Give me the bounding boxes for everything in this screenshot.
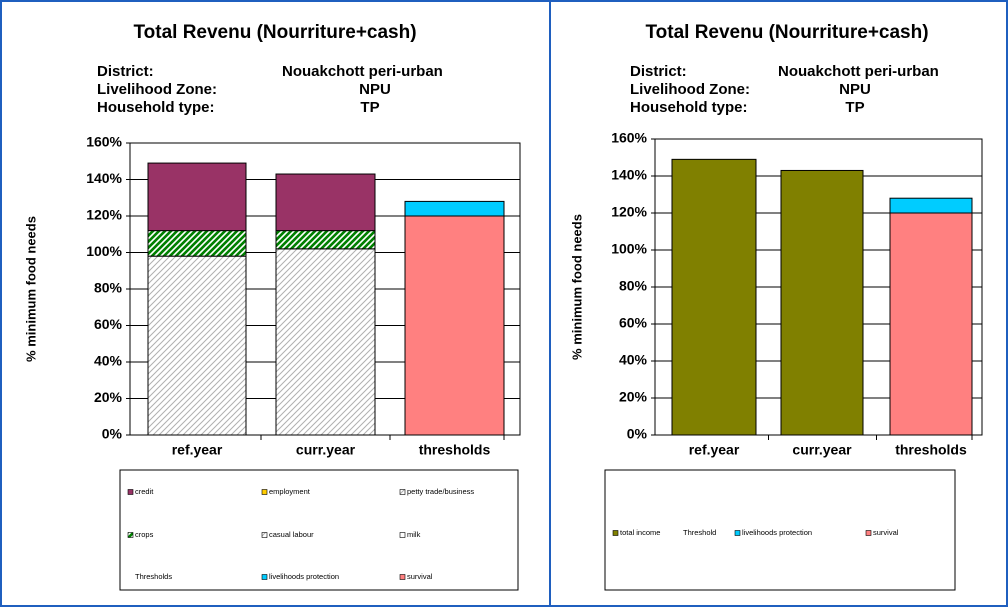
y-tick-label: 20% [94, 389, 123, 405]
y-tick-label: 140% [611, 167, 647, 183]
y-tick-label: 40% [619, 352, 648, 368]
legend-label: total income [620, 528, 660, 537]
y-tick-label: 80% [619, 278, 648, 294]
legend-swatch [734, 530, 741, 536]
legend-label: casual labour [269, 530, 314, 539]
y-tick-label: 100% [86, 243, 122, 259]
legend-label: credit [135, 487, 154, 496]
legend-swatch [127, 489, 134, 495]
bar-segment [275, 173, 376, 232]
y-tick-label: 60% [619, 315, 648, 331]
legend-label: survival [407, 572, 433, 581]
legend-box [119, 469, 519, 591]
legend-swatch [612, 530, 619, 536]
bar-segment [889, 197, 973, 214]
x-tick-label: ref.year [689, 442, 740, 458]
info-value: NPU [359, 81, 391, 98]
x-tick-label: thresholds [895, 442, 967, 458]
legend-label: employment [269, 487, 311, 496]
legend-label: survival [873, 528, 899, 537]
y-tick-label: 160% [86, 134, 122, 150]
legend-label: livelihoods protection [269, 572, 339, 581]
bar-segment [671, 158, 757, 436]
chart-title: Total Revenu (Nourriture+cash) [133, 22, 416, 43]
legend-label: milk [407, 530, 421, 539]
info-label: Household type: [630, 99, 748, 116]
info-value: TP [360, 99, 379, 116]
legend-label: livelihoods protection [742, 528, 812, 537]
legend-label: petty trade/business [407, 487, 474, 496]
x-tick-label: thresholds [419, 442, 491, 458]
info-label: Livelihood Zone: [97, 81, 217, 98]
y-axis-label: % minimum food needs [569, 214, 584, 360]
y-axis-label: % minimum food needs [23, 216, 38, 362]
bar-segment [404, 215, 505, 436]
info-label: District: [97, 63, 154, 80]
legend-label: Thresholds [135, 572, 172, 581]
legend-swatch [399, 532, 406, 538]
x-tick-label: ref.year [172, 442, 223, 458]
bar-segment [889, 212, 973, 436]
legend-swatch [261, 574, 268, 580]
info-label: Household type: [97, 99, 215, 116]
legend-label: Threshold [683, 528, 716, 537]
info-value: Nouakchott peri-urban [282, 63, 443, 80]
legend-swatch [261, 532, 268, 538]
y-tick-label: 100% [611, 241, 647, 257]
y-tick-label: 120% [611, 204, 647, 220]
bar-segment [147, 162, 247, 232]
y-tick-label: 20% [619, 389, 648, 405]
bar-segment [147, 230, 247, 257]
bar-segment [780, 169, 864, 436]
info-label: District: [630, 63, 687, 80]
y-tick-label: 120% [86, 207, 122, 223]
y-tick-label: 0% [627, 426, 648, 442]
legend-swatch [865, 530, 872, 536]
legend-box [604, 469, 956, 591]
bar-segment [404, 200, 505, 217]
x-tick-label: curr.year [792, 442, 852, 458]
y-tick-label: 140% [86, 170, 122, 186]
y-tick-label: 60% [94, 316, 123, 332]
chart-title: Total Revenu (Nourriture+cash) [645, 22, 928, 43]
y-tick-label: 160% [611, 130, 647, 146]
info-value: NPU [839, 81, 871, 98]
y-tick-label: 40% [94, 353, 123, 369]
y-tick-label: 80% [94, 280, 123, 296]
legend-swatch [399, 489, 406, 495]
legend-label: crops [135, 530, 154, 539]
info-label: Livelihood Zone: [630, 81, 750, 98]
y-tick-label: 0% [102, 426, 123, 442]
info-value: TP [845, 99, 864, 116]
legend-swatch [127, 532, 134, 538]
legend-swatch [399, 574, 406, 580]
bar-segment [147, 255, 247, 436]
legend-swatch [261, 489, 268, 495]
info-value: Nouakchott peri-urban [778, 63, 939, 80]
x-tick-label: curr.year [296, 442, 356, 458]
bar-segment [275, 248, 376, 436]
bar-segment [275, 230, 376, 250]
